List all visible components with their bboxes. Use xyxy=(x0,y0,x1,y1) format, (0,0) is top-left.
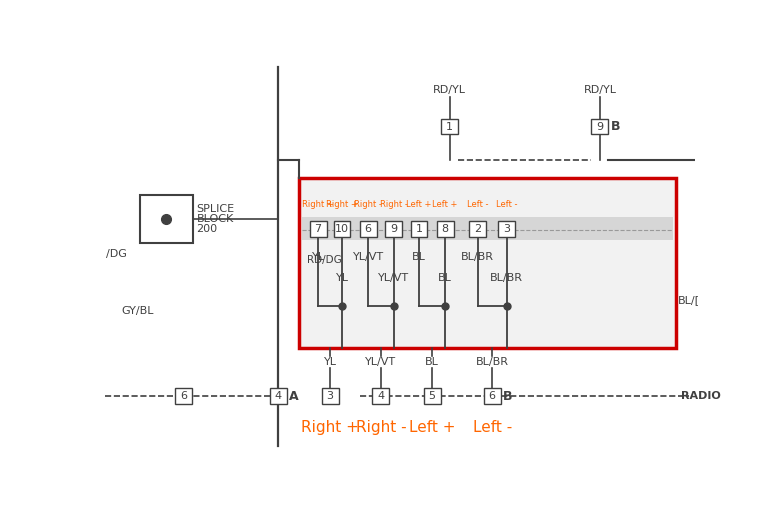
Text: SPLICE: SPLICE xyxy=(197,204,235,214)
Text: RD/YL: RD/YL xyxy=(584,86,616,95)
Text: 1: 1 xyxy=(416,224,423,234)
Bar xyxy=(469,221,486,237)
Text: Left -: Left - xyxy=(467,200,488,209)
Text: 3: 3 xyxy=(503,224,510,234)
Text: RD/YL: RD/YL xyxy=(433,86,466,95)
Bar xyxy=(310,221,327,237)
Text: A: A xyxy=(289,389,299,403)
Text: Left +: Left + xyxy=(433,200,458,209)
Text: BL/[: BL/[ xyxy=(678,295,700,305)
Text: BL/BR: BL/BR xyxy=(490,273,523,283)
Text: B: B xyxy=(503,389,512,403)
Bar xyxy=(591,119,608,134)
Text: 6: 6 xyxy=(180,391,187,401)
Text: Right +: Right + xyxy=(326,200,358,209)
Bar xyxy=(302,217,673,240)
Text: Left +: Left + xyxy=(406,200,432,209)
Bar xyxy=(360,221,377,237)
Text: 200: 200 xyxy=(197,224,217,234)
Text: Right -: Right - xyxy=(380,200,408,209)
Text: 2: 2 xyxy=(474,224,481,234)
Bar xyxy=(299,178,676,348)
Text: 9: 9 xyxy=(597,122,604,131)
Text: YL/VT: YL/VT xyxy=(353,252,384,263)
Bar xyxy=(269,388,286,404)
Text: 10: 10 xyxy=(335,224,349,234)
Text: Right +: Right + xyxy=(303,200,334,209)
Text: Left -: Left - xyxy=(473,420,512,435)
Bar xyxy=(437,221,454,237)
Bar xyxy=(410,221,427,237)
Bar xyxy=(322,388,338,404)
Text: BL: BL xyxy=(412,252,426,263)
Text: GY/BL: GY/BL xyxy=(122,306,154,316)
Text: /DG: /DG xyxy=(106,248,127,259)
Text: 4: 4 xyxy=(378,391,385,401)
Text: YL/VT: YL/VT xyxy=(365,357,396,367)
Text: YL: YL xyxy=(335,273,348,283)
Text: BL: BL xyxy=(425,357,439,367)
Text: BL/BR: BL/BR xyxy=(461,252,494,263)
Bar xyxy=(385,221,402,237)
Text: Right -: Right - xyxy=(355,420,406,435)
Text: 6: 6 xyxy=(488,391,495,401)
Bar xyxy=(140,195,193,243)
Text: 7: 7 xyxy=(314,224,322,234)
Text: Left -: Left - xyxy=(496,200,518,209)
Text: RD/DG: RD/DG xyxy=(307,254,341,265)
Text: 5: 5 xyxy=(429,391,436,401)
Bar xyxy=(334,221,351,237)
Bar xyxy=(423,388,440,404)
Bar xyxy=(484,388,501,404)
Text: 3: 3 xyxy=(327,391,334,401)
Text: 9: 9 xyxy=(390,224,397,234)
Text: YL: YL xyxy=(312,252,324,263)
Text: BL/BR: BL/BR xyxy=(476,357,509,367)
Bar xyxy=(441,119,458,134)
Bar xyxy=(175,388,192,404)
Text: B: B xyxy=(611,120,620,133)
Text: 8: 8 xyxy=(442,224,449,234)
Text: Right -: Right - xyxy=(354,200,382,209)
Text: RADIO: RADIO xyxy=(681,391,721,401)
Text: Left +: Left + xyxy=(409,420,455,435)
Text: BLOCK: BLOCK xyxy=(197,214,234,224)
Text: Right +: Right + xyxy=(301,420,359,435)
Text: 6: 6 xyxy=(365,224,372,234)
Text: 1: 1 xyxy=(447,122,454,131)
Text: YL: YL xyxy=(324,357,337,367)
Bar xyxy=(372,388,389,404)
Bar xyxy=(498,221,515,237)
Text: BL: BL xyxy=(438,273,452,283)
Text: YL/VT: YL/VT xyxy=(378,273,409,283)
Text: 4: 4 xyxy=(275,391,282,401)
